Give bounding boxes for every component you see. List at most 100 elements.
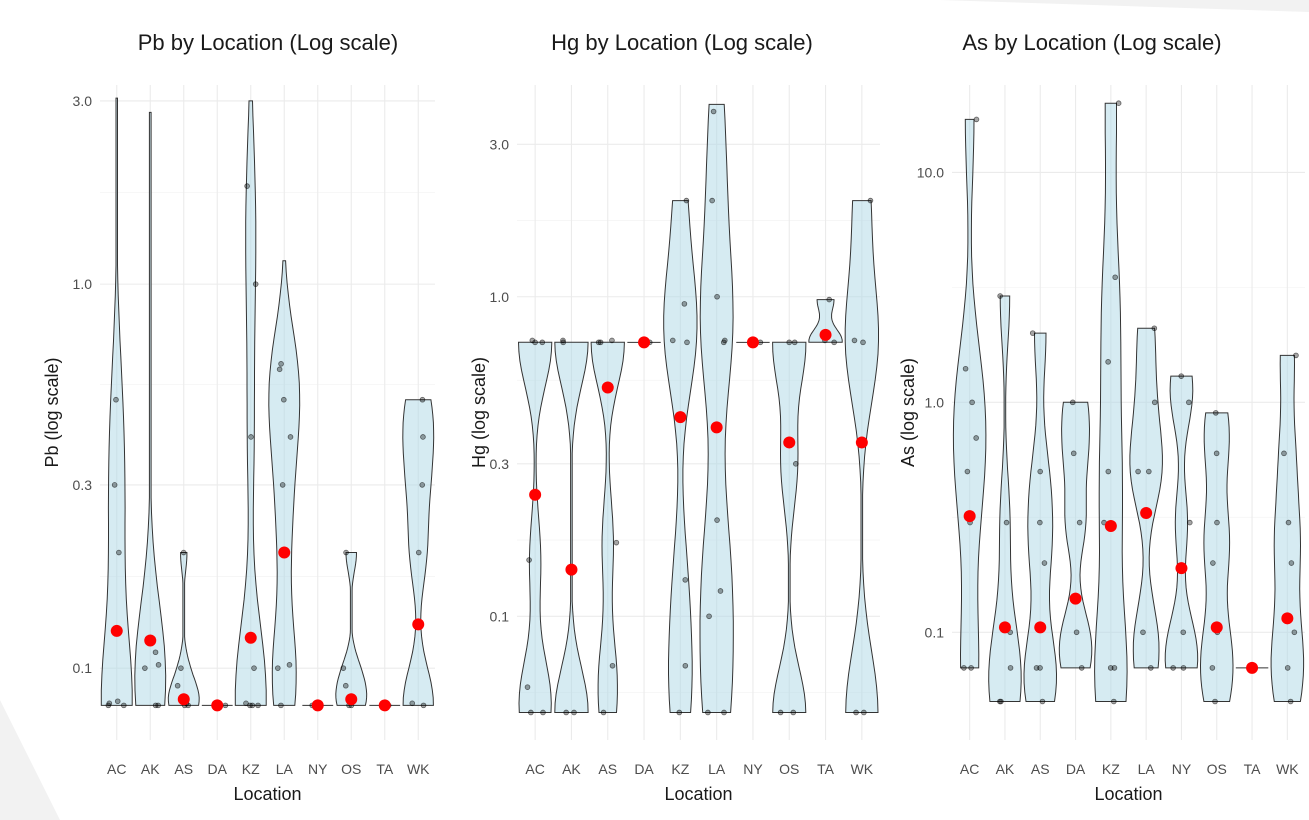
data-point: [155, 662, 162, 668]
data-point: [609, 662, 616, 669]
violin-shape: [134, 111, 167, 706]
data-point: [831, 339, 837, 346]
chart-panel-as: As by Location (Log scale) Location As (…: [890, 0, 1309, 820]
data-point: [609, 337, 615, 344]
x-tick-label: AK: [996, 761, 1015, 777]
data-point: [861, 709, 867, 716]
data-point: [1073, 629, 1080, 636]
violin-shape: [1129, 327, 1163, 669]
data-point: [1287, 698, 1294, 705]
data-point: [1281, 450, 1287, 457]
data-point: [113, 396, 119, 403]
violin-shape: [1094, 102, 1128, 702]
violin-shape: [1199, 412, 1234, 702]
mean-point: [1034, 621, 1047, 634]
data-point: [714, 517, 720, 523]
x-tick-label: AC: [960, 761, 979, 777]
x-tick-label: WK: [407, 761, 430, 777]
data-point: [684, 339, 690, 346]
x-tick-label: TA: [817, 761, 835, 777]
as-violin-chart: As by Location (Log scale) Location As (…: [898, 30, 1305, 804]
mean-point: [278, 546, 291, 559]
data-point: [777, 709, 784, 716]
data-point: [1135, 468, 1141, 475]
corner-shade-right: [940, 0, 1309, 12]
data-point: [1209, 665, 1216, 671]
data-point: [1105, 468, 1112, 475]
data-point: [706, 613, 712, 620]
data-point: [1178, 373, 1185, 379]
chart-title: Pb by Location (Log scale): [138, 30, 399, 55]
x-tick-label: NY: [743, 761, 763, 777]
violin-shape: [808, 299, 843, 343]
data-point: [1180, 665, 1187, 671]
mean-point: [710, 421, 723, 434]
pb-violin-chart: Pb by Location (Log scale) Location Pb (…: [42, 30, 435, 804]
mean-point: [244, 631, 257, 644]
mean-point: [638, 336, 651, 349]
data-point: [1180, 629, 1187, 636]
mean-point: [1246, 661, 1259, 674]
data-point: [528, 709, 534, 716]
x-tick-label: AC: [525, 761, 544, 777]
data-point: [791, 339, 798, 346]
mean-point: [601, 381, 614, 394]
data-point: [600, 709, 607, 716]
x-tick-label: OS: [1207, 761, 1227, 777]
data-point: [419, 396, 426, 403]
data-point: [1293, 352, 1299, 359]
data-point: [1214, 519, 1220, 526]
x-tick-label: OS: [779, 761, 799, 777]
x-tick-label: KZ: [242, 761, 260, 777]
mean-point: [1281, 612, 1294, 625]
data-point: [851, 337, 858, 344]
y-tick-label: 3.0: [73, 93, 93, 109]
mean-point: [565, 563, 578, 576]
data-point: [997, 698, 1003, 705]
data-point: [1039, 698, 1046, 705]
violin-shape: [952, 118, 987, 669]
violin-shape: [1270, 354, 1305, 702]
mean-point: [1069, 592, 1082, 605]
data-point: [968, 665, 974, 671]
data-point: [1146, 468, 1152, 475]
data-point: [342, 682, 349, 689]
data-point: [1070, 450, 1077, 457]
violin-shape: [554, 341, 589, 713]
data-point: [222, 702, 229, 709]
mean-point: [819, 328, 832, 341]
mean-point: [1210, 621, 1223, 634]
data-point: [278, 361, 284, 367]
chart-title: As by Location (Log scale): [962, 30, 1221, 55]
data-point: [1187, 519, 1193, 526]
x-axis-label: Location: [1094, 784, 1162, 804]
x-tick-label: LA: [708, 761, 726, 777]
data-point: [1148, 665, 1154, 671]
x-tick-label: DA: [208, 761, 228, 777]
data-point: [1111, 665, 1118, 671]
data-point: [563, 709, 569, 716]
data-point: [409, 700, 416, 707]
violin-shape: [167, 552, 200, 706]
data-point: [152, 649, 159, 656]
corner-shade-left: [0, 700, 60, 820]
data-point: [997, 293, 1003, 299]
data-point: [178, 665, 184, 671]
y-tick-label: 0.3: [73, 477, 93, 493]
data-point: [114, 698, 121, 705]
data-point: [1105, 359, 1111, 365]
violin-shape: [844, 200, 879, 713]
mean-point: [1140, 507, 1153, 520]
y-tick-label: 1.0: [73, 276, 93, 292]
data-point: [539, 339, 546, 346]
mean-point: [855, 436, 868, 449]
data-point: [1285, 519, 1292, 526]
violin-shape: [1023, 332, 1058, 702]
data-point: [106, 700, 113, 707]
data-point: [722, 337, 728, 344]
data-point: [1213, 450, 1220, 457]
data-point: [244, 183, 250, 189]
data-point: [1291, 629, 1298, 636]
x-axis-label: Location: [664, 784, 732, 804]
data-point: [1140, 629, 1146, 636]
